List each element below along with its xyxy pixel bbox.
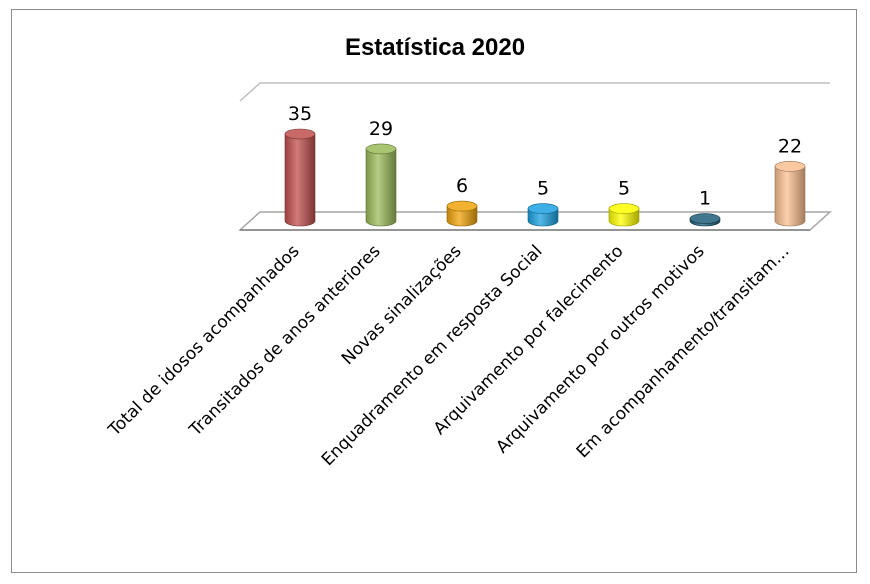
bar-7 [774,166,806,227]
bar-top-1 [284,128,316,140]
data-label-2: 29 [369,118,393,140]
bar-top-7 [774,161,806,172]
bar-top-4 [527,203,559,214]
data-label-1: 35 [288,103,312,125]
bar-top-3 [446,200,478,212]
data-label-4: 5 [537,178,549,200]
bar-top-5 [608,203,640,214]
data-label-5: 5 [618,178,630,200]
data-label-7: 22 [778,135,802,157]
bar-3 [446,205,478,227]
data-label-6: 1 [699,188,711,210]
bar-2 [365,148,397,227]
data-label-3: 6 [456,175,468,197]
back-wall-top-edge [239,82,830,102]
bar-top-2 [365,143,397,155]
chart-title: Estatística 2020 [344,34,526,61]
bar-1 [284,133,316,227]
chart-frame [11,9,857,573]
bar-top-6 [689,213,721,224]
